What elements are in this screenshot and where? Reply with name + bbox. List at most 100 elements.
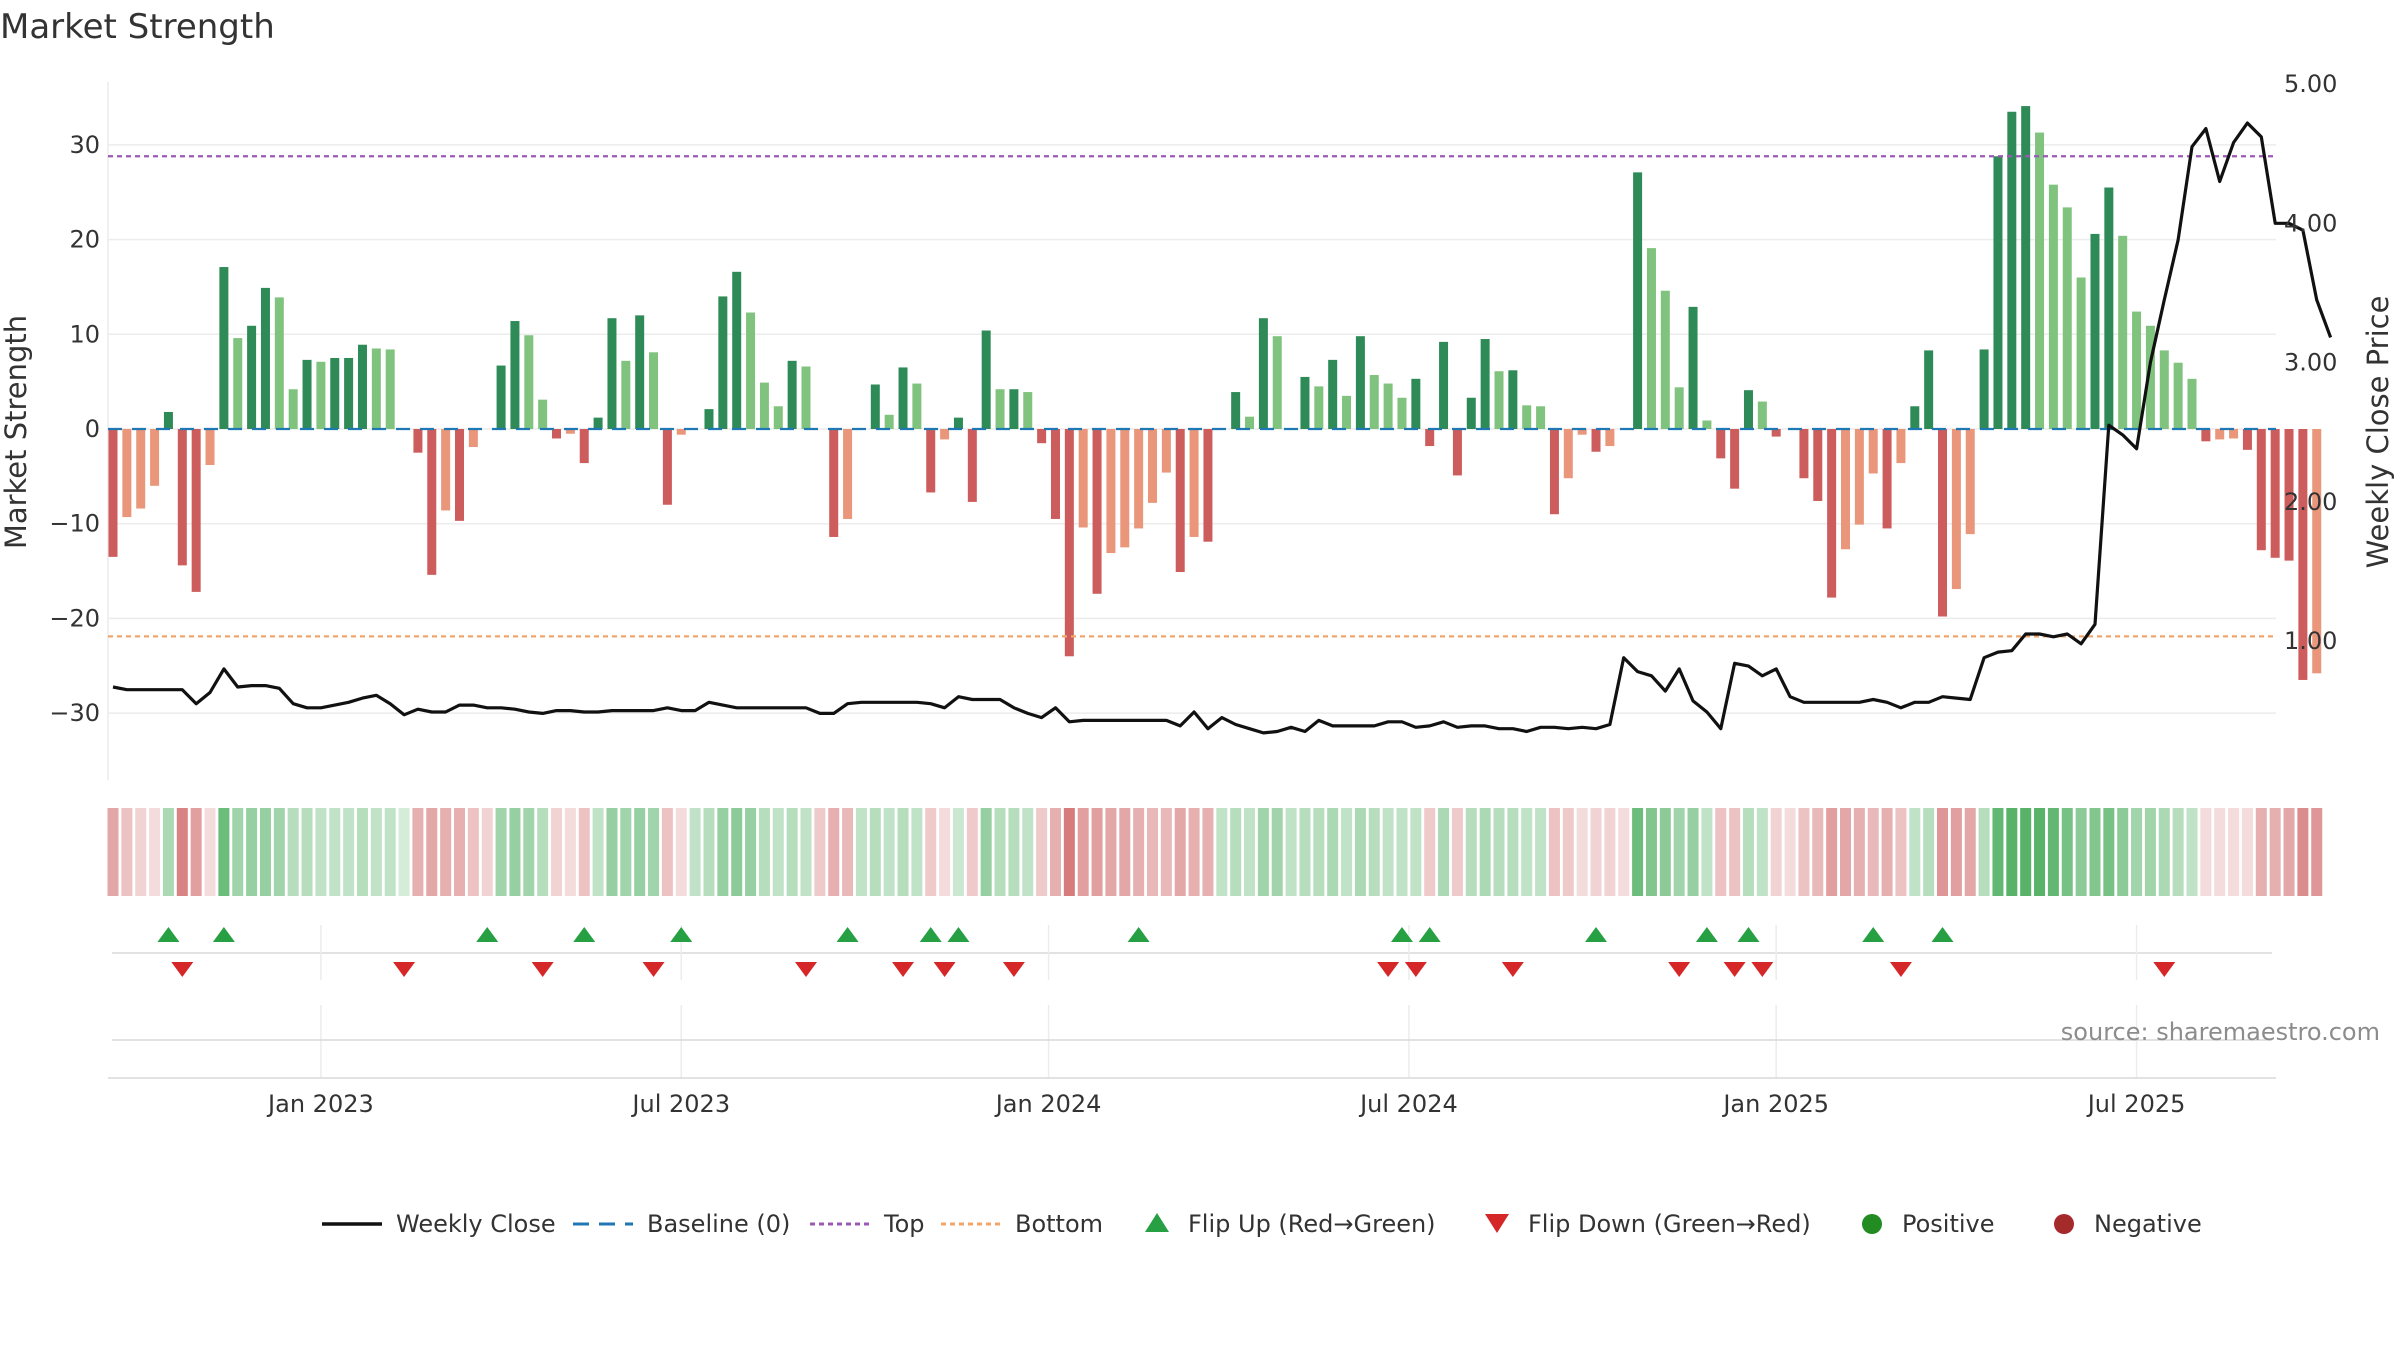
strip-cell [1396, 808, 1408, 896]
strength-bar [676, 429, 686, 435]
strip-cell [218, 808, 230, 896]
strip-cell [1160, 808, 1172, 896]
strength-bar [1161, 429, 1171, 473]
strength-bar [607, 318, 617, 429]
strength-bar [1924, 350, 1934, 429]
strength-bar [843, 429, 853, 519]
strength-bar [1938, 429, 1948, 617]
strip-cell [1715, 808, 1727, 896]
strip-cell [190, 808, 202, 896]
strip-cell [842, 808, 854, 896]
strength-bar [510, 321, 520, 429]
strip-cell [273, 808, 285, 896]
legend-item: Positive [1862, 1210, 1995, 1238]
strength-bar [870, 384, 880, 429]
left-tick-label: −30 [49, 699, 100, 727]
strength-bar [552, 429, 562, 439]
strip-cell [1479, 808, 1491, 896]
flip-down-marker [393, 962, 416, 977]
flip-down-marker [1889, 962, 1912, 977]
strength-bar [1411, 378, 1421, 429]
strength-bar [912, 383, 922, 429]
strip-cell [1798, 808, 1810, 896]
strip-cell [1410, 808, 1422, 896]
flip-down-marker [1377, 962, 1400, 977]
strip-cell [2297, 808, 2309, 896]
flip-down-marker [1501, 962, 1524, 977]
strength-bar [1605, 429, 1615, 447]
flip-down-marker [1002, 962, 1025, 977]
strength-bar [2187, 378, 2197, 429]
strength-bar [385, 349, 395, 429]
strength-bar [926, 429, 936, 493]
strip-cell [287, 808, 299, 896]
strip-cell [1257, 808, 1269, 896]
strip-cell [454, 808, 465, 896]
strength-bar [2007, 111, 2017, 429]
strip-cell [1285, 808, 1297, 896]
left-tick-label: 10 [69, 320, 100, 348]
strength-bar [801, 366, 811, 429]
flip-down-marker [642, 962, 665, 977]
strength-bar [759, 382, 769, 429]
strength-bar [219, 267, 229, 429]
flip-down-marker [1751, 962, 1774, 977]
strip-cell [1451, 808, 1463, 896]
strip-cell [606, 808, 618, 896]
strength-bar [1300, 376, 1310, 429]
strip-cell [1604, 808, 1616, 896]
strength-bar [1508, 370, 1518, 429]
legend-swatch [1485, 1214, 1509, 1233]
strength-bar [2298, 429, 2308, 680]
strength-bar [2215, 429, 2225, 440]
strength-bar [2035, 132, 2045, 430]
strength-bar [1799, 429, 1809, 479]
strip-cell [1881, 808, 1893, 896]
flip-up-marker [670, 927, 693, 942]
strength-bar [621, 360, 631, 429]
strip-cell [1507, 808, 1519, 896]
strip-cell [1049, 808, 1061, 896]
strip-cell [2020, 808, 2032, 896]
strength-bar [1328, 359, 1338, 429]
legend: Weekly Close Baseline (0) Top Bottom Flip Up… [322, 1210, 2202, 1238]
strength-bar [2118, 235, 2128, 429]
strength-bar [1591, 429, 1601, 452]
legend-label: Flip Down (Green→Red) [1528, 1210, 1811, 1238]
strip-cell [343, 808, 355, 896]
strength-bar [1827, 429, 1837, 598]
strength-bar [1979, 349, 1989, 429]
strength-bar [2256, 429, 2266, 551]
left-tick-label: 0 [85, 415, 100, 443]
legend-item: Flip Up (Red→Green) [1145, 1210, 1436, 1238]
strip-cell [1354, 808, 1366, 896]
strength-bar [1439, 341, 1449, 429]
strength-bar [1148, 429, 1157, 503]
strip-cell [135, 808, 147, 896]
flip-down-marker [531, 962, 554, 977]
legend-swatch [1145, 1213, 1169, 1232]
strength-bar [593, 417, 603, 429]
strength-bar [1965, 429, 1975, 535]
strength-bar [1369, 375, 1379, 429]
strip-cell [1133, 808, 1145, 896]
legend-label: Weekly Close [396, 1210, 556, 1238]
strength-bar [1245, 416, 1255, 429]
strength-bar [205, 429, 215, 465]
flip-up-marker [947, 927, 970, 942]
strength-bar [468, 429, 478, 447]
strip-cell [1105, 808, 1117, 896]
strip-cell [2117, 808, 2129, 896]
strip-cell [1188, 808, 1200, 896]
weekly-close-line [112, 121, 2333, 735]
strength-bar [1757, 401, 1767, 429]
strength-bar [108, 429, 118, 557]
strip-cell [1950, 808, 1962, 896]
strength-bar [1660, 290, 1670, 429]
strip-cell [564, 808, 576, 896]
strip-cell [121, 808, 133, 896]
strip-cell [620, 808, 632, 896]
strength-bar [1494, 371, 1504, 429]
strip-cell [204, 808, 216, 896]
strip-cell [426, 808, 438, 896]
